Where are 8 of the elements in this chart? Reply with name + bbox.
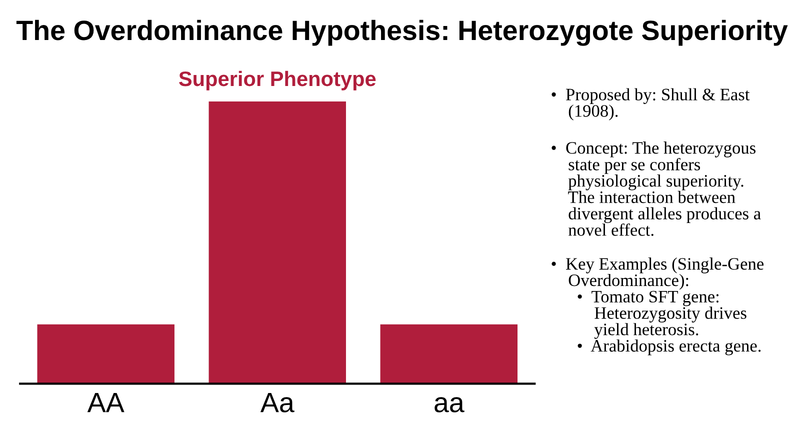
x-tick-label: AA [87, 393, 124, 412]
x-tick-label: aa [434, 397, 464, 412]
text: • Concept: The heterozygous state per se confers physiological superiority. The interaction between divergent alleles produces a novel effect. [552, 142, 761, 236]
chart-title: The Overdominance Hypothesis: Heterozygote Superiority [16, 20, 788, 46]
x-tick-label: Aa [260, 393, 294, 412]
text: • Proposed by: Shull & East (1908). [552, 88, 750, 120]
annotation: Superior Phenotype [179, 70, 376, 90]
text: • Key Examples (Single-Gene Overdominance): • Tomato SFT gene: Heterozygosity drives yield heterosis. • Arabidopsis erecta gene. [552, 258, 764, 356]
